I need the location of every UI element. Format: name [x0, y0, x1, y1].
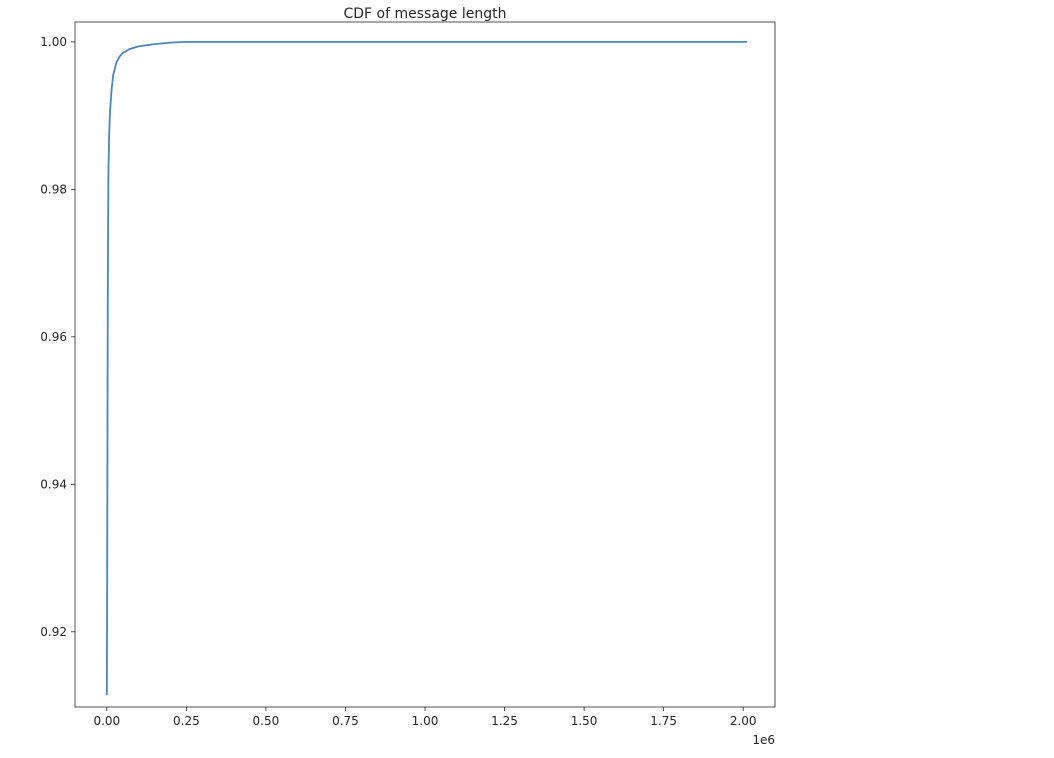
y-tick-label: 0.96: [40, 330, 67, 344]
x-tick-label: 2.00: [730, 714, 757, 728]
x-tick-label: 0.75: [332, 714, 359, 728]
chart-title: CDF of message length: [344, 6, 507, 22]
series-line: [105, 41, 748, 696]
x-tick-label: 1.00: [412, 714, 439, 728]
x-tick-label: 1.25: [491, 714, 518, 728]
x-tick-label: 1.50: [571, 714, 598, 728]
x-tick-label: 0.25: [173, 714, 200, 728]
y-tick-label: 0.94: [40, 477, 67, 491]
x-tick-label: 1.75: [650, 714, 677, 728]
y-axis: 0.92 0.94 0.96 0.98 1.00: [40, 35, 75, 639]
x-tick-label: 0.50: [253, 714, 280, 728]
x-axis: 0.00 0.25 0.50 0.75 1.00 1.25 1.50 1.75 2.00: [93, 707, 757, 728]
y-tick-label: 0.92: [40, 625, 67, 639]
x-tick-label: 0.00: [93, 714, 120, 728]
y-tick-label: 1.00: [40, 35, 67, 49]
y-tick-label: 0.98: [40, 182, 67, 196]
plot-area: [105, 41, 748, 696]
plot-frame: [74, 21, 776, 708]
x-axis-offset-label: 1e6: [752, 733, 775, 747]
